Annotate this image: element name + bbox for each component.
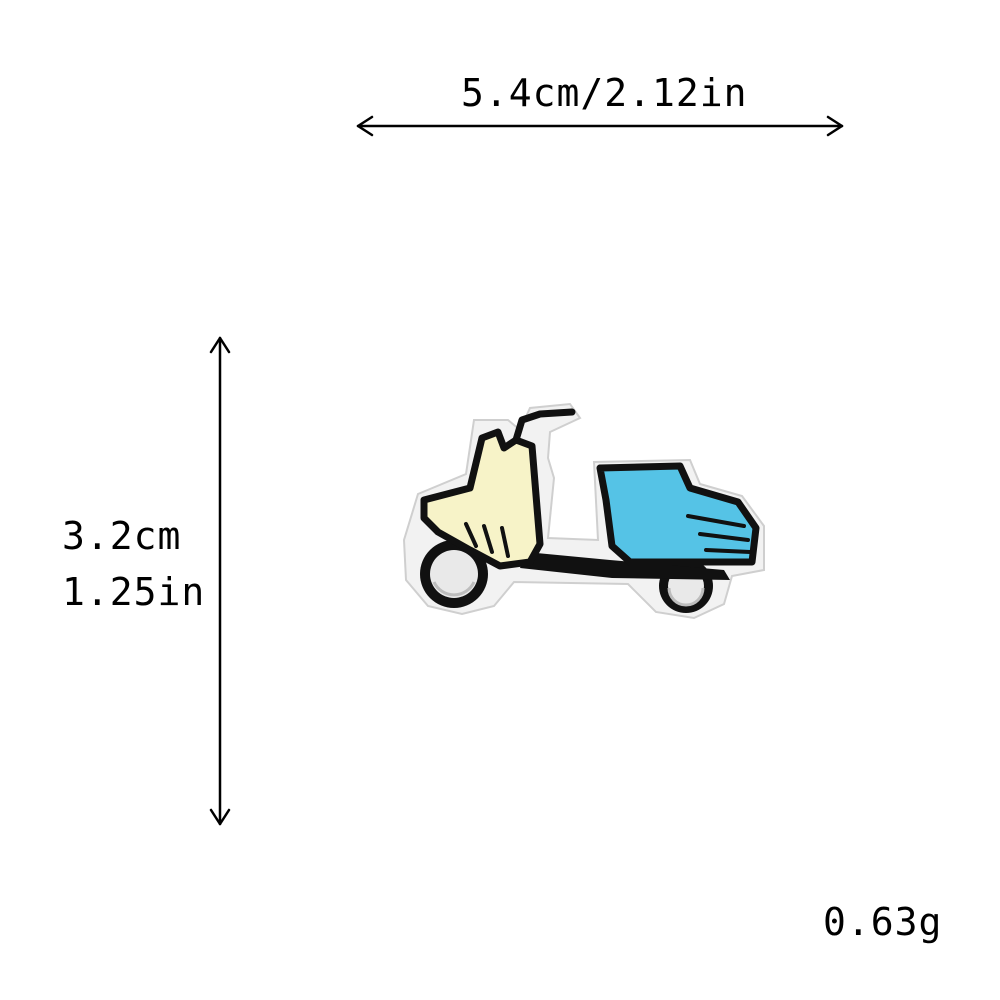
height-arrow: [209, 336, 231, 826]
footboard: [520, 552, 730, 580]
front-body: [420, 428, 544, 570]
weight-label: 0.63g: [823, 900, 943, 944]
front-body-stripes: [464, 522, 510, 558]
height-in-dimension-label: 1.25in: [62, 570, 206, 614]
scooter-patch-icon: [402, 402, 765, 620]
height-cm-dimension-label: 3.2cm: [62, 514, 182, 558]
width-dimension-label: 5.4cm/2.12in: [461, 71, 748, 115]
rear-body-speed-lines: [686, 514, 752, 554]
rear-body: [596, 462, 760, 566]
width-arrow: [356, 115, 844, 137]
handlebar: [512, 408, 576, 444]
front-wheel: [420, 540, 488, 608]
